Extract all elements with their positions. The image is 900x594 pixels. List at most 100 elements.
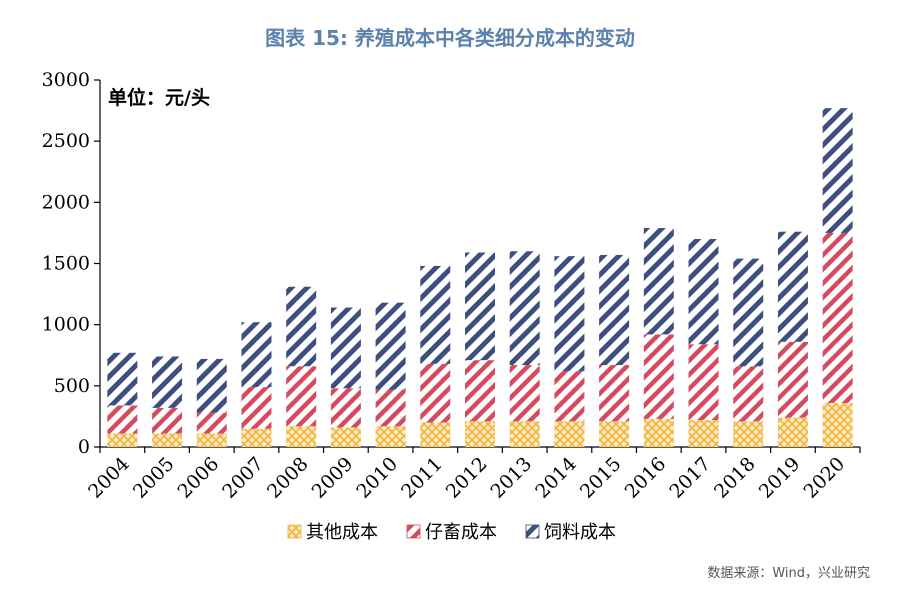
legend-item-feed: 饲料成本 [525,522,616,543]
bar-stack-2006 [196,358,227,447]
bar-segment-feed [465,252,495,361]
y-tick-label: 0 [78,436,90,458]
bar-stack-2007 [241,322,272,447]
y-tick-label: 500 [54,375,90,397]
bar-stack-2005 [152,356,183,447]
bar-segment-feed [420,265,451,364]
legend-label: 仔畜成本 [425,522,497,543]
bar-segment-other [777,417,808,447]
bar-segment-feed [554,256,585,372]
bar-segment-piglet [107,405,138,434]
bar-segment-feed [286,286,317,367]
bar-segment-other [330,427,361,447]
x-tick-label: 2020 [799,453,849,503]
x-tick-label: 2019 [755,453,805,503]
bar-stack-2012 [465,252,495,447]
bar-stack-2011 [420,265,451,447]
bar-stack-2013 [509,251,540,447]
x-tick-label: 2018 [710,453,760,503]
bar-segment-piglet [777,341,808,418]
bar-segment-other [554,421,585,447]
x-tick-label: 2012 [442,453,492,503]
bar-segment-other [643,418,674,447]
legend-swatch [525,524,540,539]
x-tick-label: 2016 [621,453,671,503]
bar-stack-2018 [733,258,764,447]
bar-stack-2010 [375,302,406,447]
x-tick-label: 2010 [352,453,402,503]
x-tick-label: 2008 [263,453,313,503]
bar-segment-piglet [643,334,674,419]
y-tick-label: 1500 [42,253,90,275]
y-tick-label: 2500 [42,130,90,152]
bar-stack-2019 [777,231,808,447]
bar-segment-other [152,433,183,447]
bar-segment-other [688,420,719,447]
bar-segment-piglet [465,360,495,422]
x-tick-label: 2006 [174,453,224,503]
bar-segment-feed [822,108,853,233]
bar-segment-feed [509,251,540,366]
y-tick-label: 1000 [42,314,90,336]
data-source: 数据来源：Wind，兴业研究 [707,566,870,581]
bar-segment-feed [777,231,808,342]
bar-segment-piglet [822,232,853,403]
bar-segment-feed [152,356,183,408]
bar-segment-other [733,421,764,447]
x-tick-label: 2017 [665,453,715,503]
bar-stack-2015 [599,254,630,447]
unit-label: 单位：元/头 [108,86,210,109]
bar-segment-other [196,433,227,447]
legend-label: 饲料成本 [544,522,616,543]
bar-stack-2014 [554,256,585,447]
bar-segment-feed [733,258,764,367]
bar-segment-feed [375,302,406,390]
bar-segment-piglet [375,389,406,427]
bar-stack-2016 [643,228,674,447]
bar-stack-2017 [688,239,719,447]
chart-bars [107,108,853,447]
bar-stack-2008 [286,286,317,447]
bar-segment-feed [196,358,227,413]
bar-segment-other [822,402,853,447]
legend-label: 其他成本 [306,522,378,543]
x-tick-label: 2004 [84,453,134,503]
bar-segment-other [599,421,630,447]
bar-segment-other [241,428,272,447]
bar-segment-piglet [330,388,361,428]
x-tick-label: 2013 [486,453,536,503]
bar-segment-other [509,421,540,447]
y-tick-label: 3000 [42,69,90,91]
legend-swatch [406,524,421,539]
x-tick-label: 2014 [531,453,581,503]
bar-segment-piglet [688,344,719,421]
bar-segment-other [107,433,138,447]
x-tick-label: 2005 [129,453,179,503]
chart-title: 图表 15: 养殖成本中各类细分成本的变动 [265,26,635,50]
bar-segment-piglet [241,387,272,429]
bar-stack-2009 [330,307,361,447]
bar-segment-feed [599,254,630,366]
bar-segment-piglet [196,412,227,434]
bar-segment-feed [643,228,674,335]
x-tick-label: 2011 [397,453,447,503]
x-tick-label: 2009 [308,453,358,503]
bar-segment-feed [107,352,138,406]
bar-segment-other [286,426,317,447]
bar-segment-piglet [152,407,183,434]
bar-segment-other [420,422,451,447]
bar-segment-other [375,426,406,447]
legend: 其他成本 仔畜成本 饲料成本 [287,522,616,543]
legend-swatch [287,524,302,539]
bar-segment-piglet [286,366,317,427]
x-tick-label: 2015 [576,453,626,503]
bar-segment-piglet [599,365,630,422]
bar-segment-other [465,421,495,447]
y-tick-label: 2000 [42,191,90,213]
bar-segment-feed [688,239,719,345]
bar-stack-2020 [822,108,853,447]
legend-item-piglet: 仔畜成本 [406,522,497,543]
bar-segment-piglet [509,365,540,422]
x-axis-labels: 2004200520062007200820092010201120122013… [84,453,849,503]
